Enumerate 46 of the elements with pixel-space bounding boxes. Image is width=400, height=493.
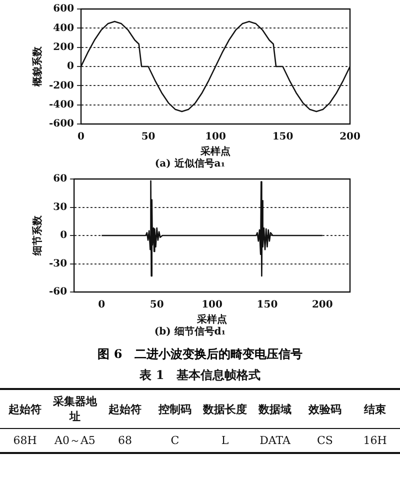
y-tick-label: 0: [67, 61, 74, 72]
text: 68H: [12, 433, 38, 449]
text: 68: [117, 433, 133, 449]
text: 结束: [362, 402, 387, 418]
text: 数据域: [257, 402, 292, 418]
text: 起始符: [108, 402, 142, 418]
text: A0～A5: [54, 433, 96, 449]
text: C: [170, 433, 180, 449]
y-axis-title: 概貌系数: [32, 46, 44, 88]
text: 数据长度: [202, 402, 248, 418]
text: CS: [316, 433, 334, 449]
x-tick-label: 0: [98, 300, 106, 311]
y-tick-label: -600: [48, 118, 74, 130]
x-tick-label: 0: [78, 132, 85, 143]
text: 16H: [362, 433, 388, 449]
x-tick-label: 50: [141, 132, 156, 143]
text: (b) 细节信号d₁: [154, 326, 226, 338]
x-tick-label: 150: [272, 132, 294, 143]
x-axis-title: 采样点: [200, 146, 231, 158]
text: L: [220, 433, 230, 449]
text: (a) 近似信号a₁: [154, 158, 226, 170]
y-tick-label: 200: [53, 42, 74, 53]
x-tick-label: 150: [256, 300, 278, 311]
x-tick-label: 200: [312, 300, 333, 311]
y-tick-label: -400: [48, 99, 74, 110]
y-axis-title: 细节系数: [32, 214, 44, 256]
text: 采集器地址: [52, 394, 98, 425]
y-tick-label: 600: [53, 4, 74, 15]
text: 效验码: [307, 402, 342, 418]
x-tick-label: 200: [340, 132, 360, 143]
x-tick-label: 100: [202, 300, 223, 311]
x-tick-label: 100: [205, 132, 226, 143]
caption: 图 6 二进小波变换后的畸变电压信号: [96, 346, 304, 363]
y-tick-label: -200: [48, 80, 74, 92]
y-tick-label: 60: [53, 174, 68, 185]
text: 控制码: [157, 402, 192, 418]
y-tick-label: -30: [48, 258, 68, 270]
text: DATA: [258, 433, 292, 449]
y-tick-label: 30: [53, 202, 68, 213]
y-tick-label: 0: [60, 230, 68, 242]
y-tick-label: 400: [53, 22, 74, 34]
y-tick-label: -60: [48, 286, 68, 298]
text: 表 1 基本信息帧格式: [138, 367, 262, 384]
x-axis-title: 采样点: [196, 314, 228, 326]
text: 起始符: [8, 402, 42, 418]
x-tick-label: 50: [150, 300, 164, 311]
